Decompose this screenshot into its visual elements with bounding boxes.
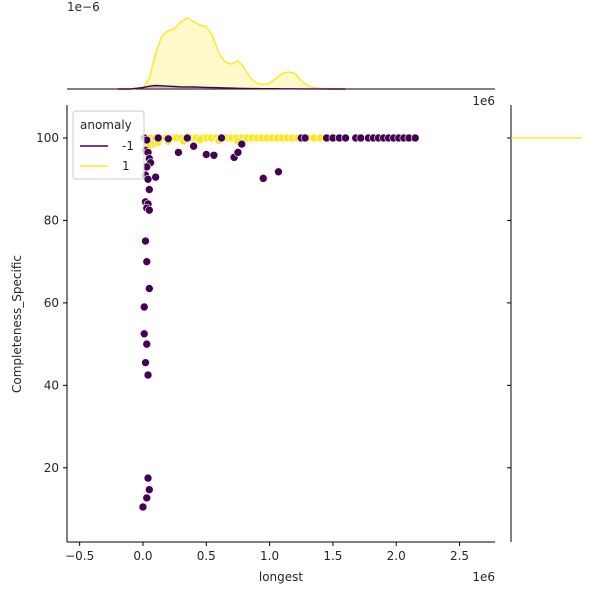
x-tick-label: 2.5 [450, 549, 469, 563]
top-marginal-offset-text: 1e−6 [67, 0, 100, 14]
scatter-point-neg1 [189, 141, 198, 151]
scatter-point-neg1 [233, 148, 243, 157]
kde-fill-pos1 [117, 18, 346, 89]
legend-label-1: 1 [122, 159, 130, 173]
legend-label-neg1: -1 [122, 139, 134, 153]
legend: anomaly -1 1 [72, 110, 145, 180]
right-marginal-kde [507, 105, 582, 542]
scatter-point-neg1 [141, 236, 150, 246]
legend-frame [72, 110, 145, 180]
scatter-point-neg1 [356, 133, 366, 143]
x-offset-text: 1e6 [472, 570, 495, 584]
kde-line-neg1 [117, 84, 346, 90]
scatter-point-pos1 [195, 135, 205, 144]
scatter-point-neg1 [141, 358, 150, 367]
y-tick-label: 60 [44, 296, 59, 310]
scatter-point-neg1 [139, 329, 149, 339]
y-tick-label: 80 [44, 213, 59, 227]
x-tick-label: 2.0 [387, 549, 406, 563]
scatter-point-neg1 [300, 133, 310, 143]
scatter-point-neg1 [145, 205, 154, 215]
scatter-point-neg1 [142, 257, 152, 266]
x-tick-label: 1.5 [323, 549, 342, 563]
x-tick-label: 0.5 [197, 549, 216, 563]
scatter-point-neg1 [274, 167, 283, 177]
scatter-points [138, 133, 420, 512]
scatter-point-neg1 [142, 339, 152, 349]
scatter-point-neg1 [145, 185, 154, 194]
kde-line-pos1 [117, 17, 346, 90]
x-tick-label: 0.0 [133, 549, 152, 563]
scatter-point-neg1 [341, 133, 350, 143]
scatter-point-neg1 [143, 473, 153, 483]
right-marginal-offset-text: 1e6 [472, 94, 495, 108]
y-axis-label: Completeness_Specific [10, 255, 24, 393]
scatter-point-neg1 [182, 133, 192, 143]
scatter-point-neg1 [145, 485, 154, 494]
scatter-point-neg1 [209, 150, 219, 160]
scatter-point-neg1 [258, 174, 268, 183]
scatter-point-neg1 [164, 134, 173, 144]
scatter-point-neg1 [217, 133, 226, 143]
scatter-point-neg1 [153, 133, 163, 143]
scatter-point-neg1 [201, 150, 211, 159]
y-tick-label: 100 [36, 131, 59, 145]
scatter-point-neg1 [143, 370, 153, 380]
y-tick-label: 40 [44, 378, 59, 392]
x-tick-label: −0.5 [65, 549, 94, 563]
scatter-point-neg1 [145, 284, 154, 293]
kde-fill-neg1 [117, 85, 346, 89]
scatter-point-neg1 [142, 493, 152, 503]
x-axis-label: longest [259, 570, 304, 584]
scatter-point-neg1 [139, 302, 149, 312]
scatter-point-neg1 [174, 148, 183, 157]
legend-title: anomaly [80, 118, 132, 132]
scatter-point-neg1 [151, 172, 160, 182]
axis-ticks: −0.5 0.0 0.5 1.0 1.5 2.0 2.5 20 40 60 80 100 [36, 131, 469, 563]
scatter-point-neg1 [237, 139, 247, 149]
y-tick-label: 20 [44, 461, 59, 475]
scatter-point-neg1 [143, 174, 153, 184]
top-marginal-kde [67, 17, 495, 90]
scatter-point-neg1 [138, 502, 148, 512]
scatter-point-neg1 [410, 133, 420, 143]
main-scatter-axes [66, 105, 495, 543]
x-tick-label: 1.0 [260, 549, 279, 563]
